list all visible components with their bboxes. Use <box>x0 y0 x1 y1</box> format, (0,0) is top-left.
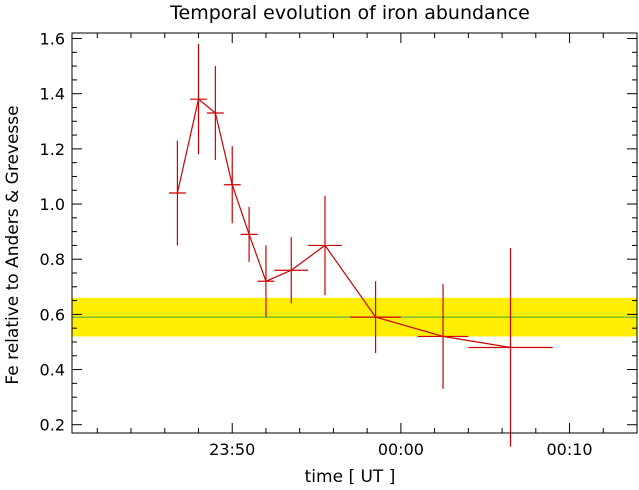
data-point <box>190 44 207 155</box>
y-tick-label: 0.4 <box>40 361 65 380</box>
y-tick-label: 1.4 <box>40 85 65 104</box>
data-point <box>223 146 241 224</box>
y-tick-label: 1.2 <box>40 140 65 159</box>
data-point <box>274 237 309 304</box>
data-point <box>257 245 275 318</box>
series-group <box>168 44 553 447</box>
x-tick-label: 23:50 <box>209 440 255 459</box>
y-tick-label: 1.6 <box>40 30 65 49</box>
y-tick-label: 0.6 <box>40 305 65 324</box>
y-tick-label: 0.8 <box>40 250 65 269</box>
y-axis-label: Fe relative to Anders & Grevesse <box>3 105 23 384</box>
axes-group: 0.2 0.4 0.6 0.8 1.0 1.2 1.4 1.6 23:50 00:00 00:10 <box>40 30 638 459</box>
y-tick-label: 1.0 <box>40 195 65 214</box>
plot-frame <box>71 32 638 434</box>
data-point <box>168 140 186 246</box>
chart-title: Temporal evolution of iron abundance <box>169 2 530 24</box>
x-tick-label: 00:10 <box>546 440 592 459</box>
x-tick-label: 00:00 <box>378 440 424 459</box>
x-axis-label: time [ UT ] <box>305 467 396 487</box>
y-tick-label: 0.2 <box>40 416 65 435</box>
data-point <box>206 66 224 160</box>
data-point <box>468 248 553 447</box>
data-point <box>308 195 342 296</box>
data-point <box>240 206 258 262</box>
data-point <box>417 284 469 389</box>
data-point <box>350 281 401 353</box>
